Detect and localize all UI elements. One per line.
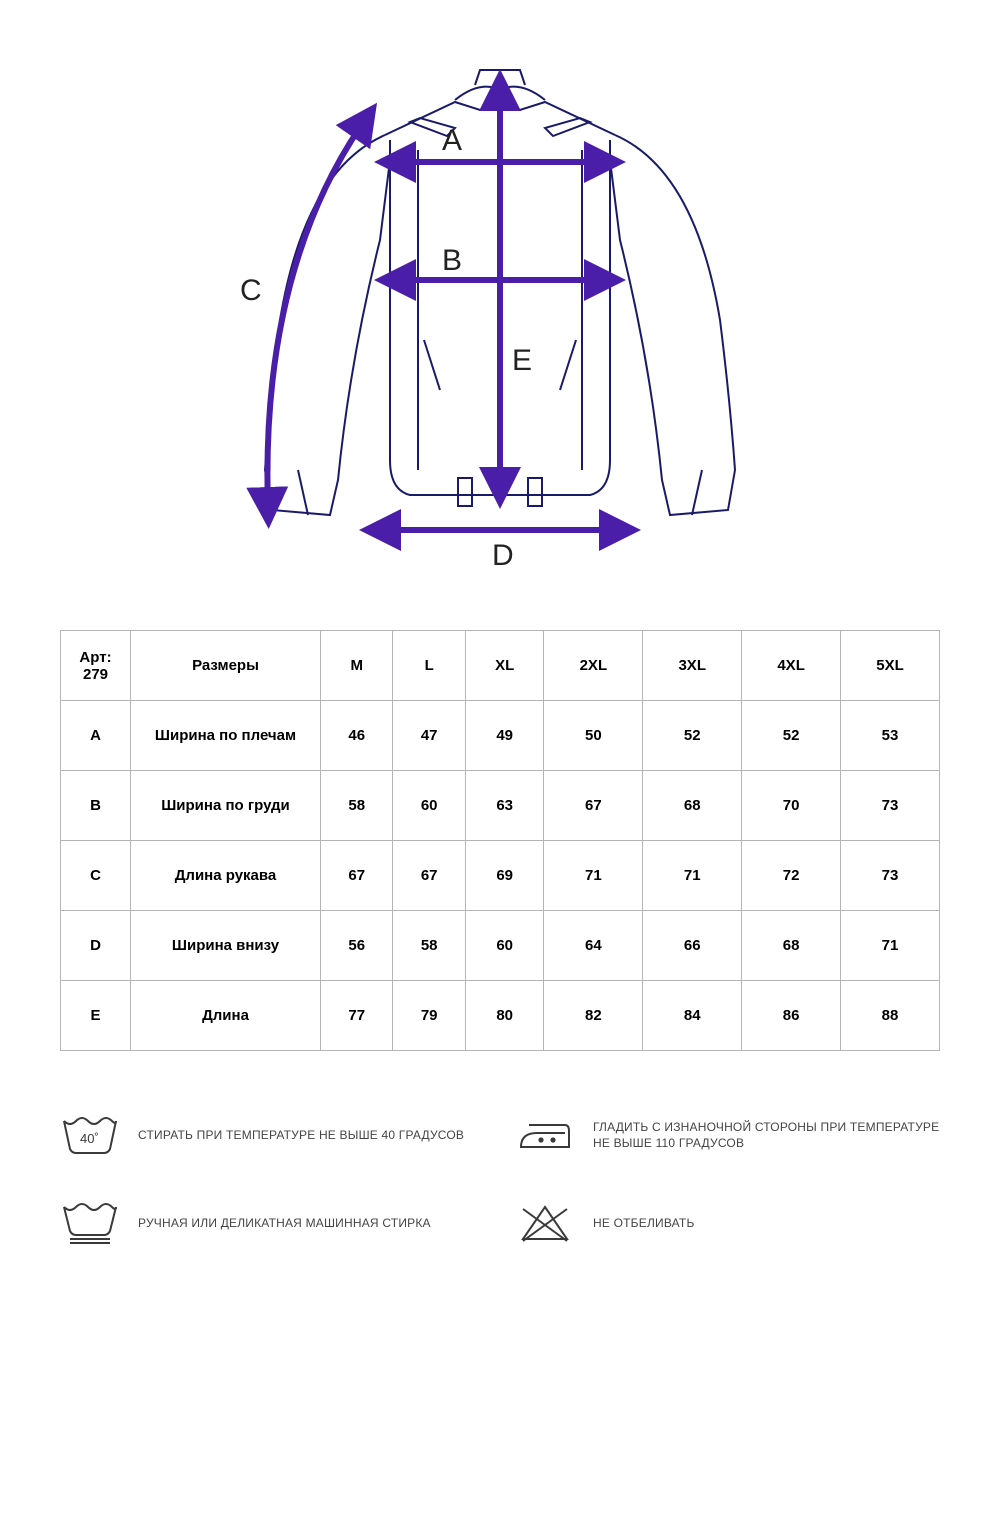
care-item-handwash: РУЧНАЯ ИЛИ ДЕЛИКАТНАЯ МАШИННАЯ СТИРКА [60,1199,485,1247]
row-value: 82 [544,981,643,1051]
row-label: Длина [131,981,321,1051]
row-value: 52 [742,701,841,771]
row-value: 71 [841,911,940,981]
size-table: Арт: 279 Размеры M L XL 2XL 3XL 4XL 5XL … [60,630,940,1051]
care-text: НЕ ОТБЕЛИВАТЬ [593,1215,695,1231]
row-value: 46 [321,701,393,771]
row-value: 73 [841,841,940,911]
header-size: M [321,631,393,701]
row-value: 80 [465,981,544,1051]
header-size: 3XL [643,631,742,701]
row-value: 58 [321,771,393,841]
row-code: C [61,841,131,911]
size-table-head: Арт: 279 Размеры M L XL 2XL 3XL 4XL 5XL [61,631,940,701]
row-label: Длина рукава [131,841,321,911]
table-row: DШирина внизу56586064666871 [61,911,940,981]
row-code: A [61,701,131,771]
hand-wash-icon [60,1199,120,1247]
jacket-diagram: A B C D E [180,40,820,600]
label-a: A [442,124,462,157]
row-code: E [61,981,131,1051]
row-value: 47 [393,701,465,771]
row-value: 70 [742,771,841,841]
no-bleach-icon [515,1199,575,1247]
row-value: 52 [643,701,742,771]
row-value: 88 [841,981,940,1051]
row-value: 86 [742,981,841,1051]
care-text: ГЛАДИТЬ С ИЗНАНОЧНОЙ СТОРОНЫ ПРИ ТЕМПЕРА… [593,1119,940,1151]
row-value: 72 [742,841,841,911]
row-value: 66 [643,911,742,981]
row-value: 67 [393,841,465,911]
label-d: D [492,539,514,572]
header-size: 2XL [544,631,643,701]
row-value: 71 [544,841,643,911]
label-c: C [240,274,262,307]
row-value: 79 [393,981,465,1051]
care-instructions: 40˚ СТИРАТЬ ПРИ ТЕМПЕРАТУРЕ НЕ ВЫШЕ 40 Г… [60,1111,940,1247]
row-value: 68 [742,911,841,981]
size-table-body: AШирина по плечам46474950525253BШирина п… [61,701,940,1051]
row-value: 68 [643,771,742,841]
table-row: BШирина по груди58606367687073 [61,771,940,841]
care-item-iron: ГЛАДИТЬ С ИЗНАНОЧНОЙ СТОРОНЫ ПРИ ТЕМПЕРА… [515,1111,940,1159]
row-value: 77 [321,981,393,1051]
row-value: 67 [321,841,393,911]
care-text: РУЧНАЯ ИЛИ ДЕЛИКАТНАЯ МАШИННАЯ СТИРКА [138,1215,431,1231]
row-value: 71 [643,841,742,911]
row-value: 53 [841,701,940,771]
table-row: AШирина по плечам46474950525253 [61,701,940,771]
row-value: 49 [465,701,544,771]
row-value: 56 [321,911,393,981]
row-value: 60 [393,771,465,841]
iron-two-dots-icon [515,1111,575,1159]
jacket-diagram-container: A B C D E [60,40,940,600]
table-row: EДлина77798082848688 [61,981,940,1051]
row-value: 67 [544,771,643,841]
row-value: 73 [841,771,940,841]
row-value: 84 [643,981,742,1051]
row-value: 64 [544,911,643,981]
header-article: Арт: 279 [61,631,131,701]
label-e: E [512,344,532,377]
header-size: 4XL [742,631,841,701]
row-value: 69 [465,841,544,911]
row-value: 63 [465,771,544,841]
row-code: D [61,911,131,981]
row-label: Ширина по груди [131,771,321,841]
row-value: 58 [393,911,465,981]
care-text: СТИРАТЬ ПРИ ТЕМПЕРАТУРЕ НЕ ВЫШЕ 40 ГРАДУ… [138,1127,464,1143]
row-value: 50 [544,701,643,771]
row-label: Ширина внизу [131,911,321,981]
header-size: XL [465,631,544,701]
header-sizes-label: Размеры [131,631,321,701]
header-size: L [393,631,465,701]
header-size: 5XL [841,631,940,701]
care-item-nobleach: НЕ ОТБЕЛИВАТЬ [515,1199,940,1247]
svg-text:40˚: 40˚ [80,1131,99,1146]
wash-40-icon: 40˚ [60,1111,120,1159]
row-label: Ширина по плечам [131,701,321,771]
table-row: CДлина рукава67676971717273 [61,841,940,911]
care-item-wash40: 40˚ СТИРАТЬ ПРИ ТЕМПЕРАТУРЕ НЕ ВЫШЕ 40 Г… [60,1111,485,1159]
row-value: 60 [465,911,544,981]
row-code: B [61,771,131,841]
label-b: B [442,244,462,277]
